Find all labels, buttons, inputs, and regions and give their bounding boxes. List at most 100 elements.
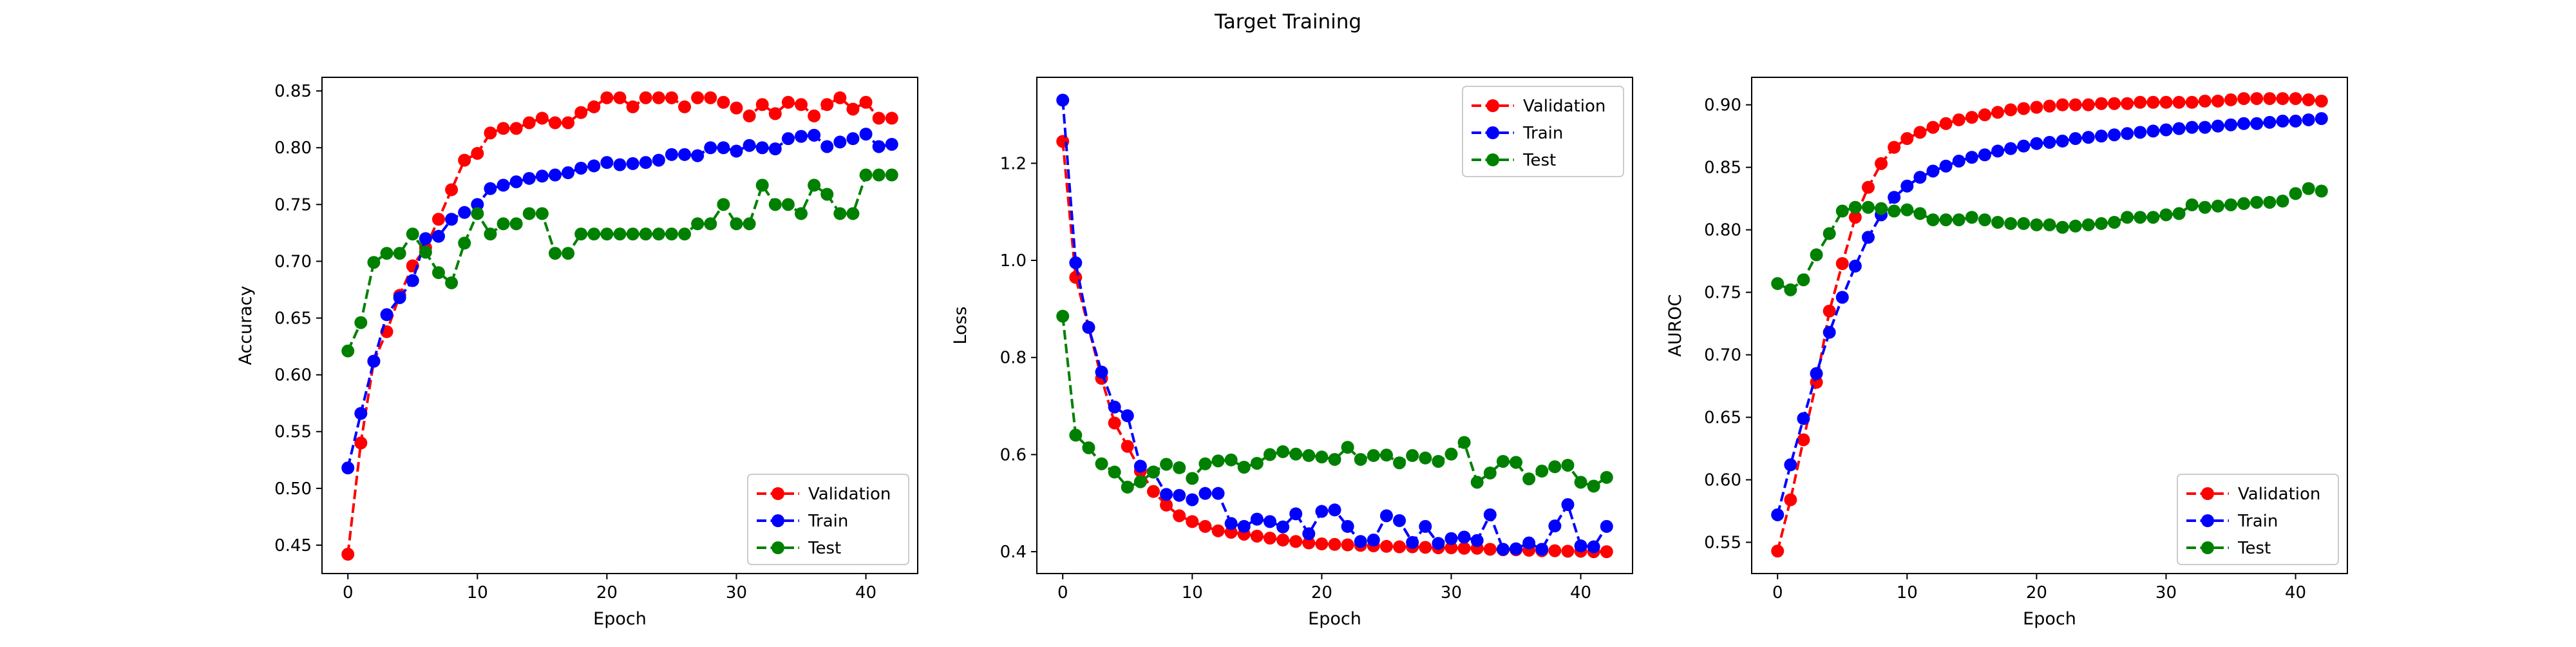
x-tick-label: 20 [1311,583,1332,603]
data-point [717,141,730,155]
data-point [1978,148,1991,162]
legend-label: Test [1522,151,1556,170]
data-point [2017,139,2031,153]
series-train [341,128,898,475]
data-point [2081,131,2095,144]
data-point [1926,121,1940,134]
data-point [419,246,432,259]
data-point [1810,248,1823,262]
data-point [1875,157,1888,170]
data-point [743,139,756,152]
data-point [1419,519,1432,533]
data-point [1379,509,1393,523]
axes-frame [321,77,918,574]
data-point [1823,227,1836,240]
data-point [2043,99,2056,113]
data-point [820,188,834,201]
data-point [587,159,601,173]
data-point [2315,94,2328,108]
data-point [1263,448,1276,461]
data-point [522,116,536,130]
data-point [1561,498,1575,512]
legend-box [747,474,909,565]
data-point [1069,256,1083,269]
data-point [2289,187,2302,200]
data-point [613,91,627,104]
data-point [1900,132,1914,146]
data-point [341,344,355,358]
data-point [393,291,406,304]
data-point [1289,507,1303,521]
data-point [1965,151,1978,164]
data-point [1276,534,1290,547]
data-point [1276,445,1290,458]
data-point [1069,429,1083,442]
data-point [1367,534,1380,547]
y-tick-label: 0.65 [274,309,312,329]
data-point [1913,207,1927,220]
data-point [2263,195,2277,209]
x-axis-label: Epoch [593,609,647,629]
data-point [2146,124,2160,138]
data-point [1535,465,1549,478]
data-point [2146,95,2160,109]
data-point [833,135,847,149]
legend-swatch-marker [1486,153,1499,166]
data-point [1224,517,1238,530]
legend-swatch-marker [772,541,784,554]
data-point [626,100,639,113]
data-point [2315,112,2328,126]
data-point [1926,164,1940,178]
chart-1: 0 10 20 30 40 0.45 0.50 0.55 0.60 0.65 0.70 0.75 0.8… [236,77,918,629]
data-point [1810,367,1823,380]
x-tick-label: 0 [1057,583,1068,603]
data-point [1406,449,1419,462]
data-point [535,207,549,220]
data-point [548,168,562,182]
legend-label: Train [808,512,848,531]
data-point [2198,121,2211,134]
data-point [431,229,445,243]
data-point [2159,208,2173,222]
data-point [1835,256,1849,270]
data-point [2159,123,2173,137]
data-point [1913,171,1927,184]
data-point [691,149,705,162]
x-tick-label: 30 [726,583,747,603]
data-point [717,198,730,211]
data-point [2146,211,2160,224]
y-tick-label: 0.70 [274,252,312,271]
data-point [522,207,536,220]
data-point [1276,520,1290,534]
legend-label: Train [1522,124,1563,143]
data-point [1108,416,1121,430]
data-point [2302,93,2315,106]
data-point [600,156,614,169]
data-point [1797,412,1810,425]
data-point [1379,449,1393,462]
data-point [1965,111,1978,124]
data-point [1991,106,2005,119]
data-point [885,168,898,182]
data-point [497,122,510,135]
y-tick-label: 0.75 [274,195,312,215]
data-point [1095,457,1108,470]
data-point [755,141,769,155]
data-point [846,207,860,220]
data-point [833,207,847,220]
y-tick-label: 0.50 [274,479,312,499]
x-tick-label: 30 [2155,583,2177,603]
data-point [1574,476,1587,489]
data-point [1367,449,1380,462]
data-point [1600,545,1613,559]
data-point [431,266,445,280]
data-point [872,140,886,153]
data-point [1160,488,1173,501]
data-point [1797,433,1810,447]
data-point [626,157,639,170]
data-point [678,227,692,241]
data-point [691,217,705,231]
data-point [1379,539,1393,553]
data-point [2069,132,2082,146]
data-point [1186,493,1199,507]
